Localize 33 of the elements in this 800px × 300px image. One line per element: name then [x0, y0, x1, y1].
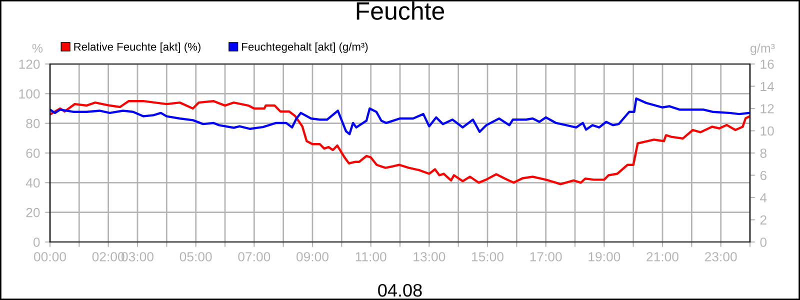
y-tick-label: 100: [19, 89, 40, 99]
y-tick-label: 80: [26, 118, 40, 128]
y2-axis-title: g/m³: [750, 43, 775, 56]
y-tick-label: 40: [26, 178, 40, 188]
legend-label: Relative Feuchte [akt] (%): [74, 42, 200, 53]
y2-tick-label: 6: [760, 170, 766, 180]
legend-label: Feuchtegehalt [akt] (g/m³): [242, 42, 368, 53]
x-tick-label: 17:00: [530, 252, 562, 262]
y-tick-label: 20: [26, 208, 40, 218]
x-tick-label: 09:00: [296, 252, 328, 262]
y-axis-title: %: [32, 44, 43, 53]
x-axis-title: 04.08: [378, 284, 422, 297]
x-tick-label: 11:00: [356, 252, 386, 262]
x-tick-label: 23:00: [704, 252, 737, 262]
chart-title: Feuchte: [356, 2, 444, 20]
x-tick-label: 19:00: [588, 252, 620, 262]
y2-tick-label: 12: [760, 104, 774, 114]
y2-tick-label: 4: [760, 193, 767, 202]
y2-tick-label: 2: [760, 215, 766, 225]
x-tick-label: 07:00: [238, 252, 270, 262]
y-tick-label: 60: [26, 148, 40, 158]
x-tick-label: 15:00: [472, 252, 504, 262]
y2-tick-label: 14: [760, 82, 774, 92]
y-tick-label: 0: [33, 238, 40, 247]
y-tick-label: 120: [19, 60, 40, 69]
x-tick-label: 00:00: [34, 252, 66, 262]
y2-tick-label: 10: [760, 126, 774, 136]
x-tick-label: 13:00: [414, 252, 446, 262]
x-tick-label: 05:00: [180, 252, 212, 262]
y2-tick-label: 0: [760, 238, 767, 247]
x-tick-label: 21:00: [646, 252, 678, 262]
y2-tick-label: 16: [760, 60, 774, 69]
y2-tick-label: 8: [760, 148, 766, 158]
